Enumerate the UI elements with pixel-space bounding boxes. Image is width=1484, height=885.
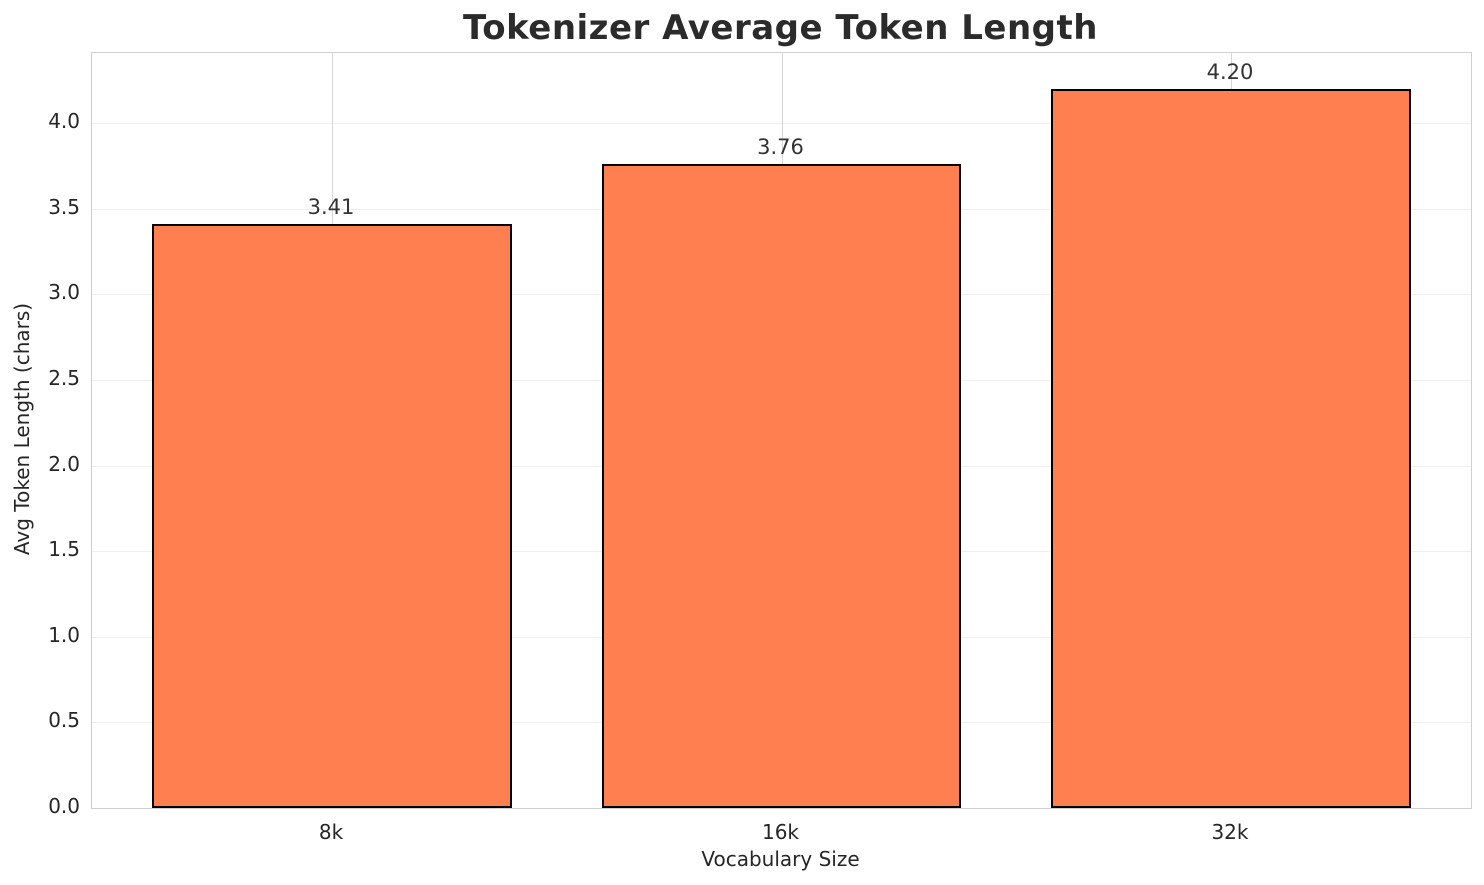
- y-tick-label: 2.5: [48, 365, 80, 390]
- y-tick-label: 3.5: [48, 194, 80, 219]
- y-tick-label: 1.0: [48, 622, 80, 647]
- chart-title: Tokenizer Average Token Length: [463, 8, 1098, 48]
- bar-value-label: 4.20: [1206, 59, 1254, 84]
- y-axis-label: Avg Token Length (chars): [10, 302, 34, 556]
- y-tick-label: 1.5: [48, 537, 80, 562]
- y-tick-label: 3.0: [48, 280, 80, 305]
- plot-area: [91, 52, 1472, 809]
- bar-value-label: 3.41: [307, 195, 355, 220]
- x-tick-label: 16k: [761, 820, 800, 844]
- x-axis-label: Vocabulary Size: [701, 847, 860, 871]
- y-tick-label: 2.0: [48, 451, 80, 476]
- y-tick-label: 0.0: [48, 794, 80, 818]
- y-tick-label: 0.5: [48, 708, 80, 733]
- x-tick-label: 32k: [1211, 820, 1249, 844]
- bar-value-label: 3.76: [757, 135, 804, 160]
- bar-32k: [1051, 88, 1411, 808]
- bar-8k: [152, 224, 512, 808]
- x-tick-label: 8k: [318, 820, 344, 844]
- y-tick-label: 4.0: [48, 109, 80, 134]
- bar-16k: [601, 164, 962, 808]
